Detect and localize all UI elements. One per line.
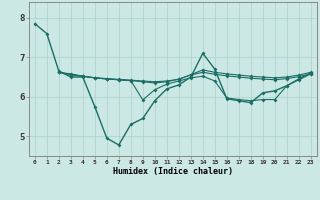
X-axis label: Humidex (Indice chaleur): Humidex (Indice chaleur) <box>113 167 233 176</box>
